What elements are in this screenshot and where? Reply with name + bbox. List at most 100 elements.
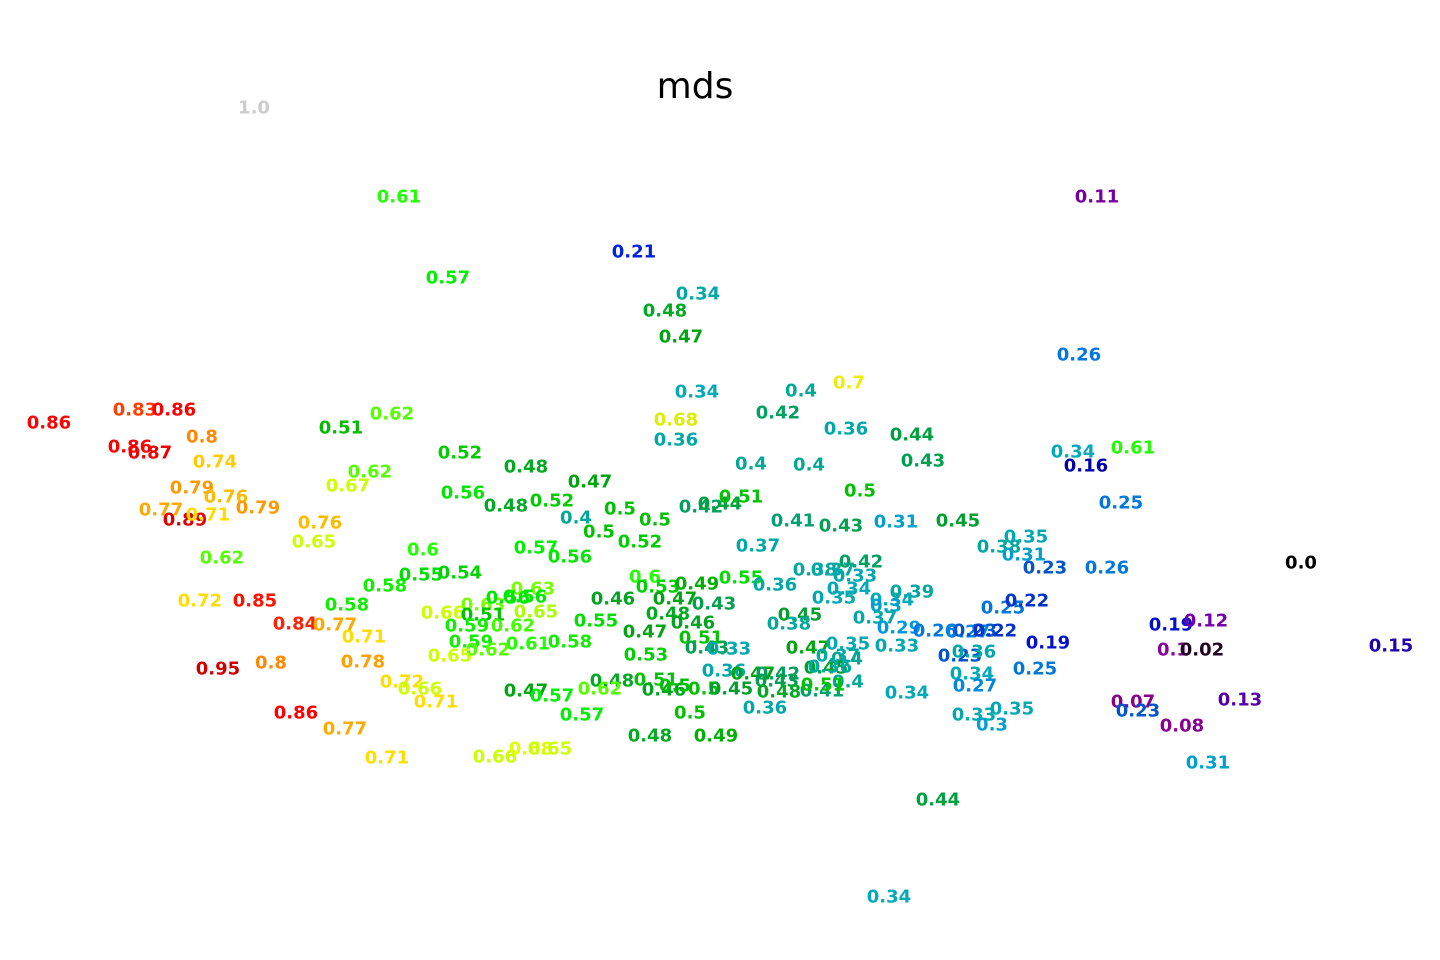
point-label: 0.47 bbox=[568, 472, 612, 493]
point-label: 0.49 bbox=[675, 574, 719, 595]
point-label: 0.59 bbox=[449, 632, 493, 653]
point-label: 0.4 bbox=[735, 454, 767, 475]
point-label: 0.77 bbox=[323, 719, 367, 740]
point-label: 0.5 bbox=[583, 522, 615, 543]
point-label: 0.45 bbox=[709, 679, 753, 700]
point-label: 0.33 bbox=[875, 636, 919, 657]
point-label: 0.11 bbox=[1075, 187, 1119, 208]
point-label: 0.44 bbox=[916, 790, 960, 811]
point-label: 0.59 bbox=[445, 616, 489, 637]
point-label: 0.65 bbox=[528, 739, 572, 760]
point-label: 0.38 bbox=[977, 537, 1021, 558]
point-label: 0.57 bbox=[560, 705, 604, 726]
point-label: 0.72 bbox=[380, 672, 424, 693]
point-label: 0.02 bbox=[1180, 640, 1224, 661]
point-label: 0.52 bbox=[530, 491, 574, 512]
point-label: 0.47 bbox=[731, 664, 775, 685]
point-label: 0.54 bbox=[438, 563, 482, 584]
point-label: 0.22 bbox=[973, 621, 1017, 642]
point-label: 0.33 bbox=[707, 639, 751, 660]
point-label: 0.31 bbox=[1002, 545, 1046, 566]
point-label: 0.41 bbox=[771, 511, 815, 532]
point-label: 0.61 bbox=[1111, 438, 1155, 459]
point-label: 0.68 bbox=[509, 739, 553, 760]
point-label: 0.3 bbox=[976, 715, 1008, 736]
point-label: 0.85 bbox=[233, 591, 277, 612]
point-label: 0.47 bbox=[623, 622, 667, 643]
point-label: 0.29 bbox=[877, 618, 921, 639]
point-label: 0.25 bbox=[981, 598, 1025, 619]
point-label: 0.36 bbox=[808, 657, 852, 678]
point-label: 0.36 bbox=[702, 661, 746, 682]
point-label: 0.5 bbox=[659, 676, 691, 697]
point-label: 0.43 bbox=[685, 638, 729, 659]
point-label: 0.6 bbox=[629, 567, 661, 588]
point-label: 0.51 bbox=[319, 418, 363, 439]
point-label: 0.62 bbox=[370, 404, 414, 425]
point-label: 0.5 bbox=[688, 679, 720, 700]
point-label: 0.33 bbox=[833, 566, 877, 587]
point-label: 0.26 bbox=[1057, 345, 1101, 366]
point-label: 0.62 bbox=[578, 679, 622, 700]
point-label: 0.56 bbox=[486, 588, 530, 609]
point-label: 0.35 bbox=[812, 588, 856, 609]
point-label: 0.44 bbox=[890, 425, 934, 446]
point-label: 0.79 bbox=[236, 498, 280, 519]
point-label: 0.57 bbox=[530, 686, 574, 707]
point-label: 0.16 bbox=[1064, 456, 1108, 477]
point-label: 0.34 bbox=[867, 887, 911, 908]
point-label: 0.6 bbox=[407, 540, 439, 561]
point-label: 0.44 bbox=[698, 494, 742, 515]
point-label: 0.65 bbox=[514, 602, 558, 623]
point-label: 0.58 bbox=[363, 576, 407, 597]
point-label: 0.66 bbox=[398, 679, 442, 700]
point-label: 0.86 bbox=[274, 703, 318, 724]
point-label: 0.62 bbox=[491, 616, 535, 637]
point-label: 0.71 bbox=[342, 627, 386, 648]
point-label: 0.51 bbox=[719, 487, 763, 508]
point-label: 0.65 bbox=[292, 532, 336, 553]
point-label: 0.42 bbox=[679, 497, 723, 518]
point-label: 0.34 bbox=[870, 590, 914, 611]
point-label: 0.7 bbox=[833, 373, 865, 394]
point-label: 0.26 bbox=[1085, 558, 1129, 579]
point-label: 0.36 bbox=[824, 419, 868, 440]
point-label: 0.62 bbox=[348, 462, 392, 483]
point-label: 0.66 bbox=[421, 603, 465, 624]
point-label: 0.45 bbox=[936, 511, 980, 532]
point-label: 0.15 bbox=[1369, 636, 1413, 657]
point-label: 0.13 bbox=[1218, 690, 1262, 711]
point-label: 0.86 bbox=[152, 400, 196, 421]
point-label: 0.43 bbox=[819, 516, 863, 537]
point-label: 0.79 bbox=[170, 478, 214, 499]
point-label: 0.31 bbox=[874, 512, 918, 533]
point-label: 0.51 bbox=[634, 670, 678, 691]
point-label: 0.27 bbox=[946, 622, 990, 643]
point-label: 0.45 bbox=[778, 605, 822, 626]
point-label: 0.4 bbox=[832, 672, 864, 693]
point-label: 0.66 bbox=[473, 747, 517, 768]
point-label: 0.76 bbox=[298, 513, 342, 534]
point-label: 0.48 bbox=[504, 457, 548, 478]
point-label: 0.53 bbox=[624, 645, 668, 666]
point-label: 0.78 bbox=[341, 652, 385, 673]
point-label: 0.56 bbox=[503, 587, 547, 608]
point-label: 0.08 bbox=[1160, 716, 1204, 737]
point-label: 0.19 bbox=[1149, 615, 1193, 636]
point-label: 0.47 bbox=[504, 681, 548, 702]
point-label: 0.61 bbox=[377, 187, 421, 208]
point-label: 0.55 bbox=[399, 565, 443, 586]
point-label: 0.48 bbox=[643, 301, 687, 322]
point-label: 0.38 bbox=[767, 614, 811, 635]
point-label: 0.0 bbox=[1285, 553, 1317, 574]
point-label: 0.84 bbox=[273, 614, 317, 635]
point-label: 0.53 bbox=[636, 577, 680, 598]
point-label: 0.87 bbox=[128, 443, 172, 464]
point-label: 0.48 bbox=[484, 496, 528, 517]
point-label: 0.34 bbox=[675, 382, 719, 403]
point-label: 0.3 bbox=[870, 596, 902, 617]
point-label: 0.65 bbox=[428, 646, 472, 667]
point-label: 0.42 bbox=[756, 664, 800, 685]
point-label: 0.56 bbox=[548, 547, 592, 568]
point-label: 0.4 bbox=[785, 381, 817, 402]
